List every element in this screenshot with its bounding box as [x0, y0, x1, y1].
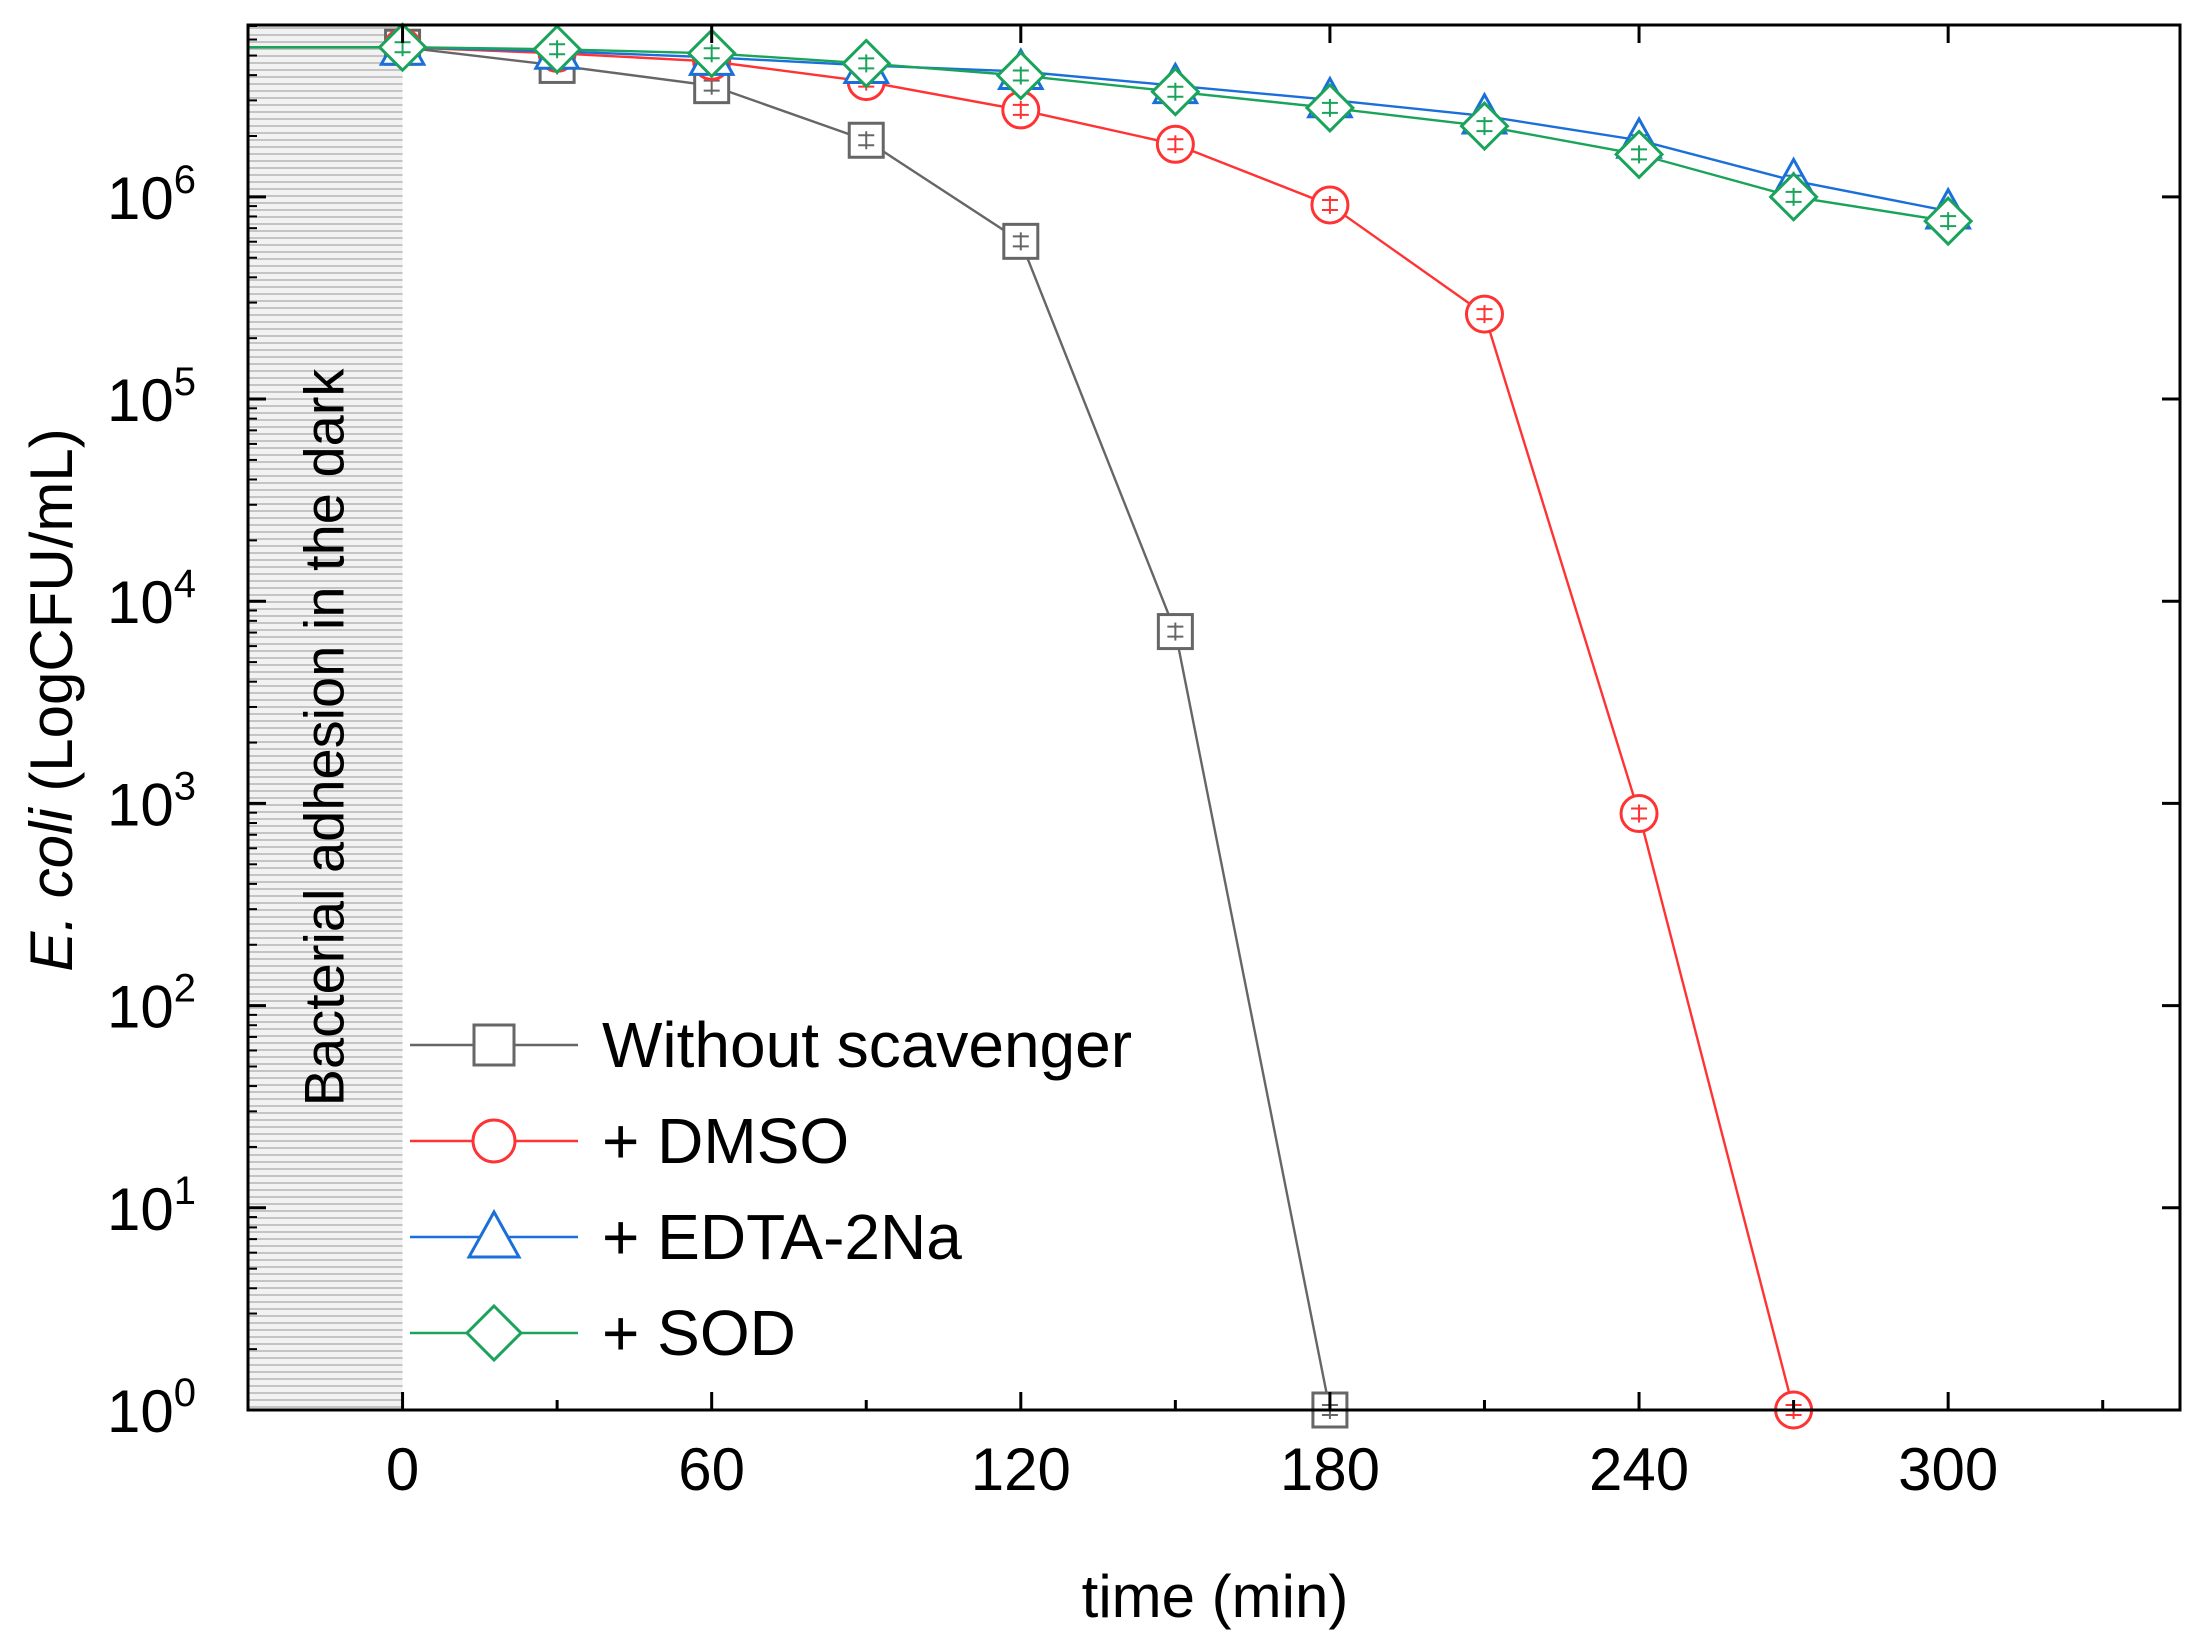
series-triangle — [248, 22, 1972, 230]
y-axis-label-italic: E. coli — [18, 807, 85, 972]
legend-entry: + EDTA-2Na — [410, 1201, 962, 1273]
legend-marker — [466, 1208, 522, 1259]
legend-entry: Without scavenger — [410, 1009, 1132, 1081]
data-point — [847, 121, 885, 159]
y-axis-label: E. coli (LogCFU/mL) — [18, 428, 85, 971]
x-tick-label: 180 — [1280, 1436, 1380, 1503]
y-tick-label: 106 — [107, 158, 196, 232]
x-tick-label: 300 — [1898, 1436, 1998, 1503]
y-tick-label: 105 — [107, 360, 196, 434]
x-tick-label: 0 — [386, 1436, 419, 1503]
x-tick-label: 120 — [971, 1436, 1071, 1503]
shaded-region-fill — [248, 25, 403, 1410]
y-tick-label: 102 — [107, 967, 196, 1041]
y-axis-label-units: (LogCFU/mL) — [18, 428, 85, 808]
series-layer — [248, 22, 1974, 1430]
series-line — [248, 46, 1949, 213]
legend-label: + DMSO — [602, 1105, 849, 1177]
legend-label: + SOD — [602, 1297, 796, 1369]
y-tick-label: 104 — [107, 562, 196, 636]
legend-entry: + DMSO — [410, 1105, 849, 1177]
y-tick-label: 101 — [107, 1169, 196, 1243]
axes-layer: 0 60 120 180 240 300 100 101 102 103 104 105 106 — [107, 24, 2180, 1503]
legend-marker — [464, 1303, 524, 1363]
y-tick-label: 103 — [107, 764, 196, 838]
legend-entry: + SOD — [410, 1297, 796, 1369]
series-line — [248, 46, 1332, 1411]
legend-label: + EDTA-2Na — [602, 1201, 962, 1273]
plot-frame — [246, 23, 2182, 1412]
series-diamond — [248, 22, 1974, 247]
x-axis-label: time (min) — [1082, 1563, 1349, 1630]
legend-marker — [472, 1023, 516, 1067]
series-line — [248, 46, 1949, 223]
dark-adhesion-shaded-region — [248, 25, 403, 1410]
shaded-region-label: Bacterial adhesion in the dark — [292, 368, 355, 1107]
legend-marker — [471, 1118, 517, 1164]
y-tick-label: 100 — [107, 1371, 196, 1445]
x-tick-label: 60 — [678, 1436, 745, 1503]
x-tick-label: 240 — [1589, 1436, 1689, 1503]
legend: Without scavenger + DMSO + EDTA-2Na + SOD — [410, 1009, 1132, 1369]
legend-label: Without scavenger — [602, 1009, 1132, 1081]
